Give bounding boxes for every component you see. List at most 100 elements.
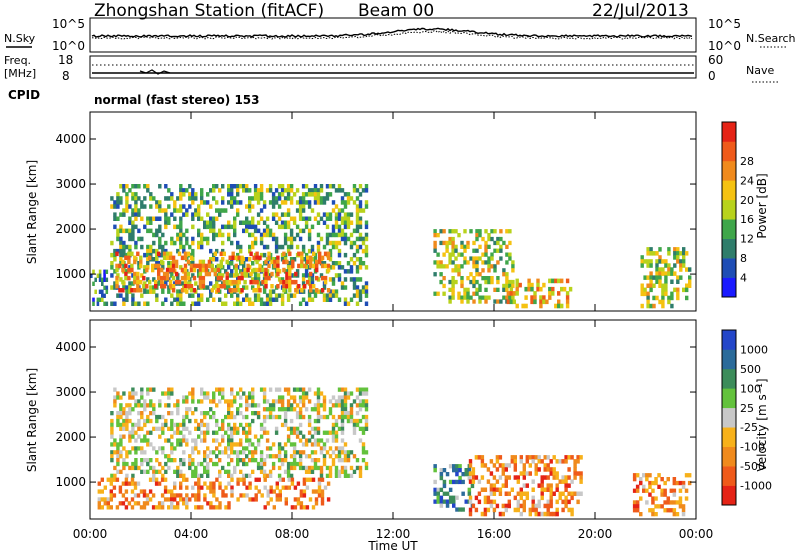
echo-cell	[218, 297, 222, 302]
echo-cell	[155, 414, 159, 420]
echo-cell	[320, 501, 325, 506]
echo-cell	[492, 483, 497, 488]
echo-cell	[113, 450, 117, 455]
echo-cell	[340, 285, 345, 290]
echo-cell	[322, 293, 327, 298]
echo-cell	[301, 204, 306, 209]
echo-cell	[346, 450, 351, 455]
echo-cell	[326, 481, 331, 486]
echo-cell	[128, 228, 132, 234]
echo-cell	[298, 399, 303, 404]
echo-cell	[549, 471, 553, 476]
echo-cell	[105, 285, 109, 290]
echo-cell	[252, 288, 256, 293]
echo-cell	[131, 224, 135, 230]
echo-cell	[467, 487, 472, 492]
echo-cell	[200, 461, 204, 467]
echo-cell	[486, 507, 491, 513]
echo-cell	[136, 275, 140, 281]
echo-cell	[206, 473, 210, 478]
echo-cell	[667, 267, 671, 272]
echo-cell	[663, 500, 667, 505]
echo-cell	[489, 499, 494, 505]
echo-cell	[454, 229, 458, 234]
echo-cell	[122, 434, 126, 439]
echo-cell	[439, 468, 444, 473]
echo-cell	[251, 196, 255, 201]
echo-cell	[478, 299, 482, 304]
echo-cell	[116, 395, 120, 400]
echo-cell	[343, 212, 348, 217]
echo-cell	[124, 275, 128, 281]
echo-cell	[448, 487, 453, 492]
echo-cell	[323, 279, 328, 285]
echo-cell	[286, 461, 291, 467]
echo-cell	[191, 387, 195, 392]
echo-cell	[194, 446, 198, 451]
echo-cell	[355, 293, 360, 298]
echo-cell	[206, 224, 210, 230]
echo-cell	[212, 450, 216, 455]
echo-cell	[295, 289, 300, 294]
echo-cell	[649, 247, 653, 252]
echo-cell	[194, 442, 198, 447]
echo-cell	[489, 459, 494, 464]
echo-cell	[280, 461, 285, 467]
echo-cell	[477, 499, 482, 505]
echo-cell	[191, 301, 195, 306]
echo-cell	[337, 208, 342, 213]
echo-cell	[635, 508, 640, 513]
echo-cell	[116, 273, 120, 278]
echo-cell	[227, 232, 231, 238]
echo-cell	[127, 275, 131, 281]
echo-cell	[183, 284, 188, 289]
echo-cell	[137, 228, 141, 234]
echo-cell	[546, 475, 550, 480]
echo-cell	[274, 399, 279, 404]
echo-cell	[361, 387, 366, 392]
echo-cell	[134, 450, 138, 455]
echo-cell	[254, 493, 258, 498]
echo-cell	[197, 481, 201, 486]
echo-cell	[143, 224, 147, 230]
echo-cell	[218, 188, 222, 193]
echo-cell	[194, 426, 198, 431]
echo-cell	[280, 407, 285, 412]
echo-cell	[579, 479, 583, 484]
echo-cell	[355, 411, 360, 416]
echo-cell	[310, 257, 315, 262]
echo-cell	[243, 271, 247, 277]
echo-cell	[139, 255, 143, 261]
echo-cell	[233, 430, 237, 435]
echo-cell	[215, 477, 219, 482]
echo-cell	[311, 477, 316, 482]
echo-cell	[130, 505, 135, 510]
echo-cell	[361, 446, 366, 451]
echo-cell	[122, 208, 126, 213]
echo-cell	[101, 293, 104, 298]
echo-cell	[137, 236, 141, 242]
echo-cell	[158, 469, 162, 474]
echo-cell	[325, 293, 330, 298]
echo-cell	[498, 511, 503, 517]
echo-cell	[658, 247, 662, 252]
echo-cell	[484, 248, 488, 253]
echo-cell	[194, 192, 198, 197]
echo-cell	[256, 297, 261, 302]
echo-cell	[498, 487, 503, 492]
echo-cell	[222, 279, 226, 285]
echo-cell	[651, 512, 655, 517]
echo-cell	[565, 278, 570, 284]
echo-cell	[540, 511, 544, 517]
echo-cell	[230, 200, 234, 205]
echo-cell	[185, 414, 189, 420]
echo-cell	[227, 200, 231, 205]
echo-cell	[286, 220, 291, 225]
echo-cell	[304, 301, 309, 306]
echo-cell	[301, 442, 306, 447]
echo-cell	[167, 204, 171, 209]
echo-cell	[213, 271, 217, 277]
echo-cell	[206, 485, 210, 490]
echo-cell	[146, 387, 150, 392]
echo-cell	[140, 200, 144, 205]
